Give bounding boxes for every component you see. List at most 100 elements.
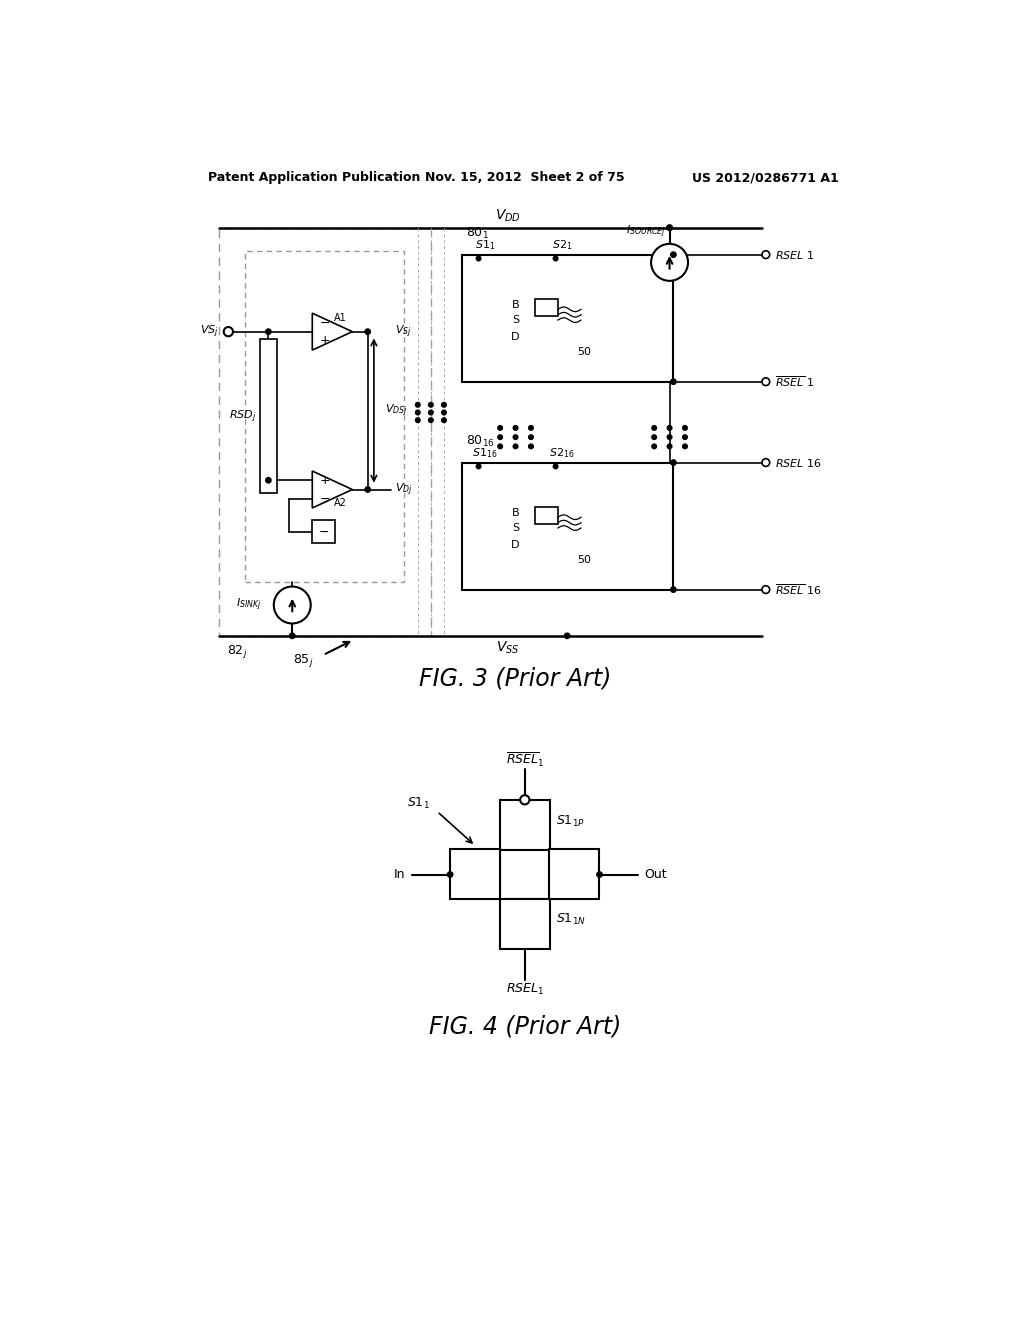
- Text: $V_{DSj}$: $V_{DSj}$: [385, 403, 408, 420]
- Circle shape: [441, 411, 446, 414]
- Circle shape: [265, 478, 271, 483]
- Circle shape: [476, 256, 481, 261]
- Text: $S1_1$: $S1_1$: [474, 239, 495, 252]
- Circle shape: [652, 434, 656, 440]
- Circle shape: [652, 425, 656, 430]
- Text: Out: Out: [644, 869, 667, 880]
- Polygon shape: [312, 313, 352, 350]
- Circle shape: [683, 444, 687, 449]
- Text: $S2_1$: $S2_1$: [552, 239, 572, 252]
- Bar: [500, 800, 550, 850]
- Text: $-$: $-$: [318, 525, 330, 539]
- Text: $V_{SS}$: $V_{SS}$: [496, 639, 519, 656]
- Circle shape: [476, 465, 481, 469]
- Bar: [451, 849, 500, 899]
- Text: $RSEL\ 1$: $RSEL\ 1$: [775, 248, 815, 260]
- Circle shape: [683, 434, 687, 440]
- Circle shape: [762, 251, 770, 259]
- Bar: [312, 520, 336, 544]
- Polygon shape: [312, 471, 352, 508]
- Text: $82_j$: $82_j$: [226, 643, 247, 660]
- Text: Patent Application Publication: Patent Application Publication: [208, 172, 420, 185]
- Text: A2: A2: [334, 499, 346, 508]
- Text: $-$: $-$: [319, 492, 330, 506]
- Text: A1: A1: [334, 313, 346, 323]
- Circle shape: [290, 634, 295, 639]
- Circle shape: [668, 434, 672, 440]
- Circle shape: [223, 327, 233, 337]
- Circle shape: [447, 871, 453, 878]
- Circle shape: [365, 487, 371, 492]
- Circle shape: [762, 378, 770, 385]
- Text: Nov. 15, 2012  Sheet 2 of 75: Nov. 15, 2012 Sheet 2 of 75: [425, 172, 625, 185]
- Text: $S1_{1P}$: $S1_{1P}$: [556, 814, 585, 829]
- Text: $I_{SOURCEj}$: $I_{SOURCEj}$: [627, 223, 667, 240]
- Bar: [260, 339, 276, 494]
- Bar: [500, 899, 550, 949]
- Circle shape: [265, 329, 271, 334]
- Circle shape: [513, 444, 518, 449]
- Circle shape: [668, 444, 672, 449]
- Circle shape: [528, 434, 534, 440]
- Circle shape: [429, 411, 433, 414]
- Text: $80_{16}$: $80_{16}$: [466, 433, 495, 449]
- Text: $\overline{RSEL}\ 16$: $\overline{RSEL}\ 16$: [775, 582, 822, 597]
- Text: FIG. 3 (Prior Art): FIG. 3 (Prior Art): [420, 667, 611, 690]
- Circle shape: [651, 244, 688, 281]
- Circle shape: [671, 459, 676, 465]
- Circle shape: [667, 224, 672, 231]
- Circle shape: [498, 425, 503, 430]
- Text: D: D: [511, 333, 520, 342]
- Text: $I_{SINKj}$: $I_{SINKj}$: [236, 597, 261, 614]
- Text: $\overline{RSEL}\ 1$: $\overline{RSEL}\ 1$: [775, 375, 815, 389]
- Circle shape: [564, 634, 569, 639]
- Circle shape: [671, 587, 676, 593]
- Text: $-$: $-$: [319, 315, 330, 329]
- Circle shape: [416, 411, 420, 414]
- Bar: [462, 255, 674, 381]
- Circle shape: [553, 256, 558, 261]
- Circle shape: [671, 252, 676, 257]
- Text: $+$: $+$: [318, 334, 330, 347]
- Text: FIG. 4 (Prior Art): FIG. 4 (Prior Art): [429, 1014, 621, 1039]
- Text: $S2_{16}$: $S2_{16}$: [549, 446, 574, 461]
- Circle shape: [365, 329, 371, 334]
- Circle shape: [683, 425, 687, 430]
- Text: $RSEL_1$: $RSEL_1$: [506, 982, 544, 997]
- Circle shape: [441, 418, 446, 422]
- Circle shape: [671, 379, 676, 384]
- Text: In: In: [394, 869, 406, 880]
- Circle shape: [520, 795, 529, 804]
- Circle shape: [667, 224, 672, 231]
- Bar: [245, 251, 403, 582]
- Text: $S1_{16}$: $S1_{16}$: [472, 446, 498, 461]
- Circle shape: [498, 444, 503, 449]
- Circle shape: [273, 586, 310, 623]
- Bar: [535, 507, 558, 524]
- Text: $V_{Dj}$: $V_{Dj}$: [394, 482, 413, 498]
- Text: $+$: $+$: [318, 474, 330, 487]
- Bar: [219, 228, 431, 636]
- Text: $V_{Sj}$: $V_{Sj}$: [394, 323, 412, 339]
- Circle shape: [668, 425, 672, 430]
- Circle shape: [528, 444, 534, 449]
- Circle shape: [597, 871, 602, 878]
- Circle shape: [441, 403, 446, 407]
- Text: 50: 50: [578, 347, 591, 358]
- Circle shape: [429, 418, 433, 422]
- Bar: [500, 849, 550, 899]
- Text: $85_j$: $85_j$: [293, 652, 313, 669]
- Text: B: B: [512, 508, 519, 517]
- Circle shape: [528, 425, 534, 430]
- Text: S: S: [512, 523, 519, 533]
- Text: 50: 50: [578, 556, 591, 565]
- Bar: [535, 300, 558, 317]
- Circle shape: [762, 459, 770, 466]
- Circle shape: [513, 425, 518, 430]
- Circle shape: [762, 586, 770, 594]
- Text: $RSEL\ 16$: $RSEL\ 16$: [775, 457, 822, 469]
- Bar: [550, 849, 599, 899]
- Circle shape: [652, 444, 656, 449]
- Text: D: D: [511, 540, 520, 550]
- Text: $S1_1$: $S1_1$: [407, 796, 429, 812]
